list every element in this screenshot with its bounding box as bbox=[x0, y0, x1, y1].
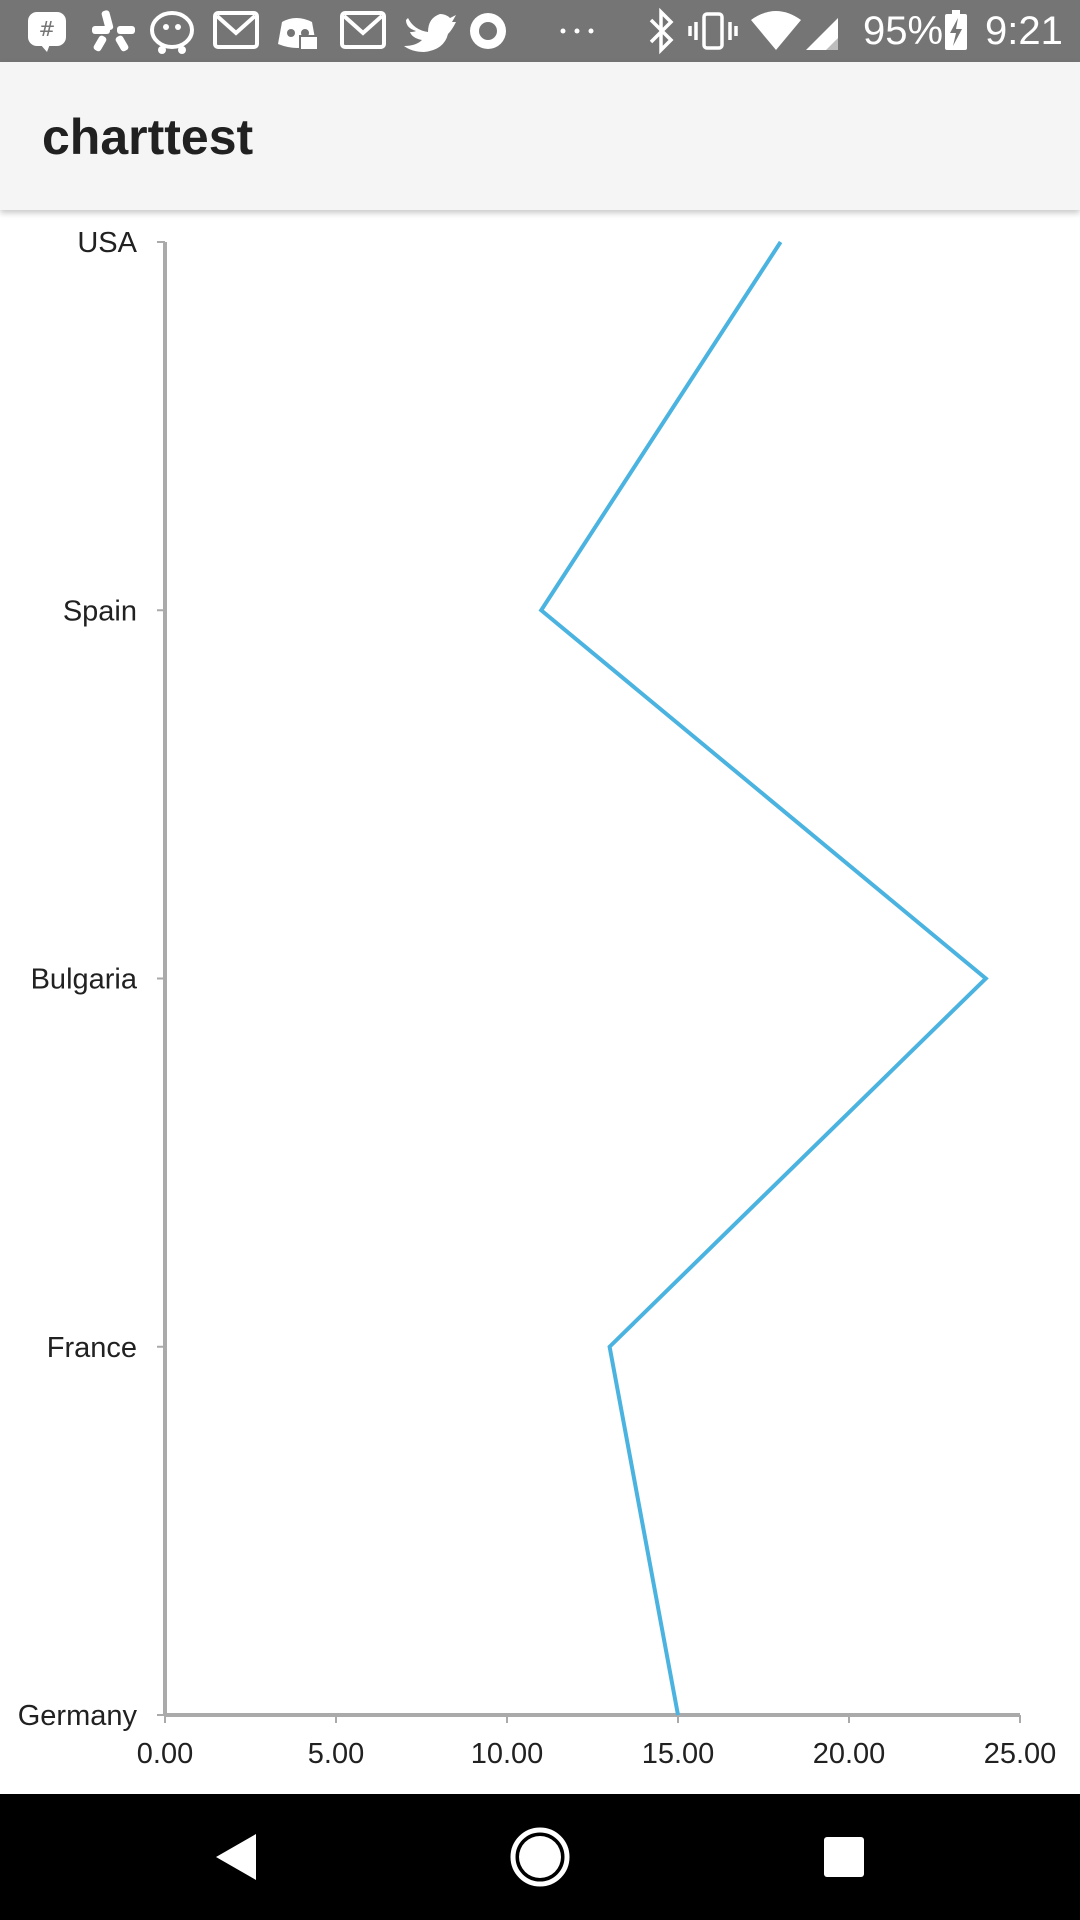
y-tick-label: Bulgaria bbox=[31, 964, 138, 996]
y-tick-label: Germany bbox=[18, 1700, 138, 1732]
navigation-bar bbox=[0, 1794, 1080, 1920]
recents-icon bbox=[824, 1837, 864, 1877]
y-tick-label: Spain bbox=[63, 595, 137, 627]
status-bar: # bbox=[0, 0, 1080, 62]
notification-icon: # bbox=[28, 12, 66, 52]
x-tick-label: 15.00 bbox=[642, 1738, 715, 1770]
clock: 9:21 bbox=[985, 9, 1063, 53]
x-tick-label: 0.00 bbox=[137, 1738, 193, 1770]
series-group bbox=[538, 240, 989, 1716]
vibrate-icon bbox=[688, 12, 738, 50]
twitter-icon bbox=[404, 14, 456, 52]
waze-icon bbox=[150, 11, 194, 54]
wifi-icon bbox=[751, 11, 801, 50]
line-chart[interactable]: Germany France Bulgaria Spain USA 0.00 5.00 10… bbox=[0, 210, 1080, 1794]
page-title: charttest bbox=[42, 109, 254, 165]
recents-button[interactable] bbox=[784, 1794, 904, 1920]
chart-area[interactable]: Germany France Bulgaria Spain USA 0.00 5.00 10… bbox=[0, 210, 1080, 1794]
y-tick-label: France bbox=[47, 1332, 137, 1364]
gmail-icon bbox=[213, 11, 259, 49]
back-button[interactable] bbox=[176, 1794, 296, 1920]
bluetooth-icon bbox=[649, 7, 674, 55]
x-axis: 0.00 5.00 10.00 15.00 20.00 25.00 bbox=[137, 1713, 1057, 1770]
signal-icon bbox=[806, 18, 838, 50]
y-tick-label: USA bbox=[77, 227, 137, 259]
y-axis: Germany France Bulgaria Spain USA bbox=[18, 227, 167, 1732]
home-button[interactable] bbox=[480, 1794, 600, 1920]
back-icon bbox=[216, 1834, 256, 1880]
more-dots-icon bbox=[560, 28, 594, 34]
battery-percent: 95% bbox=[863, 9, 944, 53]
home-icon bbox=[510, 1827, 570, 1887]
app-bar: charttest bbox=[0, 62, 1080, 210]
record-icon bbox=[470, 13, 506, 49]
x-tick-label: 5.00 bbox=[308, 1738, 364, 1770]
x-tick-label: 25.00 bbox=[984, 1738, 1057, 1770]
yelp-icon bbox=[92, 10, 135, 52]
series-line bbox=[538, 240, 989, 1716]
discord-icon bbox=[278, 18, 319, 51]
svg-text:#: # bbox=[39, 17, 56, 41]
battery-charging-icon bbox=[945, 10, 967, 50]
x-tick-label: 10.00 bbox=[471, 1738, 544, 1770]
x-tick-label: 20.00 bbox=[813, 1738, 886, 1770]
gmail-icon bbox=[340, 11, 386, 49]
